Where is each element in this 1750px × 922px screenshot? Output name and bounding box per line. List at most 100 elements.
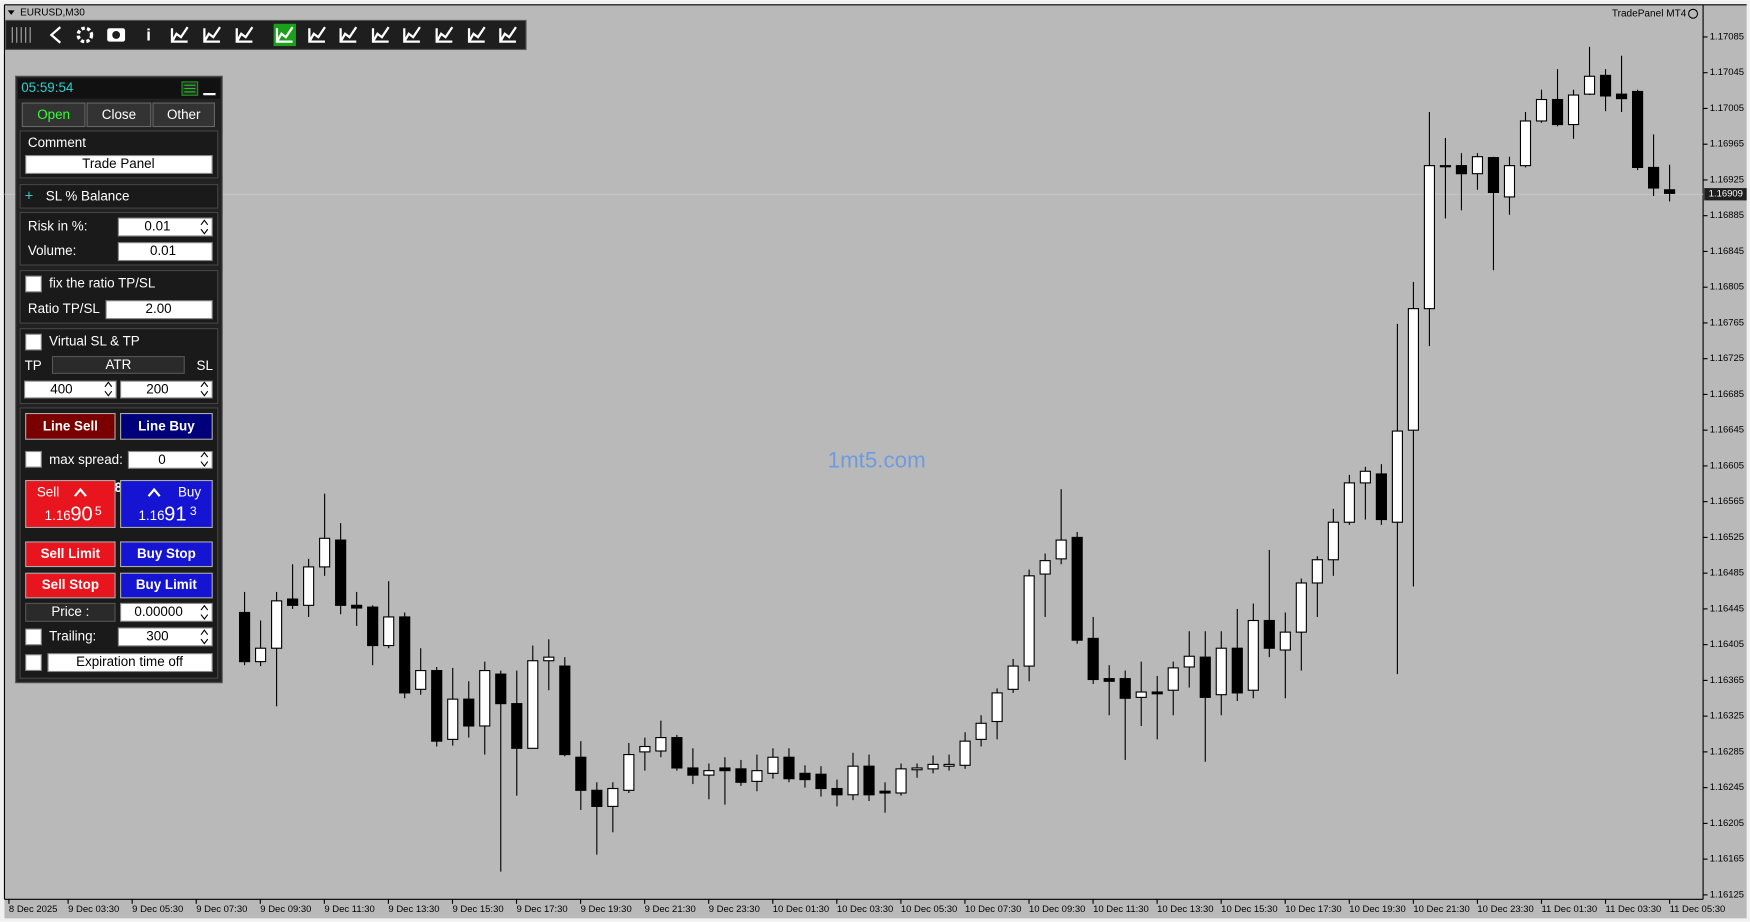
checkbox[interactable] (25, 654, 42, 671)
price-big: 90 (70, 503, 92, 525)
number-input[interactable] (120, 602, 213, 622)
toolbar-button[interactable] (170, 26, 189, 43)
button-label[interactable]: Sell Limit (41, 546, 101, 561)
number-input[interactable] (117, 217, 213, 237)
button-label[interactable]: Buy (178, 484, 201, 499)
y-tick-label: 1.16205 (1710, 818, 1744, 829)
checkbox[interactable] (25, 450, 42, 468)
sell-button[interactable] (25, 479, 116, 529)
buy-button[interactable] (120, 479, 213, 529)
spinner[interactable] (200, 219, 209, 235)
tab[interactable] (152, 102, 215, 128)
number-input[interactable] (117, 242, 213, 262)
tab-label[interactable]: Open (37, 107, 70, 122)
toolbar-button[interactable] (371, 26, 390, 43)
y-tick-label: 1.16285 (1710, 746, 1744, 757)
order-button[interactable] (25, 572, 116, 599)
label: Ratio TP/SL (28, 301, 100, 316)
toolbar-button[interactable] (235, 26, 254, 43)
y-tick-label: 1.16365 (1710, 675, 1744, 686)
checkbox[interactable] (25, 333, 42, 351)
x-tick-label: 10 Dec 15:30 (1221, 904, 1277, 915)
button-label[interactable]: Line Buy (138, 418, 195, 433)
toolbar-button[interactable] (403, 26, 421, 43)
order-button[interactable] (120, 572, 213, 599)
x-tick-label: 8 Dec 2025 (9, 904, 58, 915)
label: Comment (28, 135, 86, 150)
tab[interactable] (86, 102, 152, 128)
x-tick-label: 10 Dec 05:30 (901, 904, 957, 915)
toolbar-button[interactable] (308, 26, 326, 43)
x-tick-label: 11 Dec 05:30 (1670, 904, 1726, 915)
x-tick-label: 9 Dec 03:30 (68, 904, 119, 915)
candle-body (367, 606, 379, 647)
candle-body (351, 604, 363, 609)
label: SL % Balance (46, 188, 130, 203)
checkbox[interactable] (25, 628, 42, 646)
toolbar-button[interactable] (107, 28, 126, 42)
label: Volume: (28, 243, 76, 258)
number-input[interactable] (127, 450, 213, 469)
candle-body (911, 767, 923, 771)
button-label[interactable]: Line Sell (43, 418, 98, 433)
toolbar-button[interactable] (435, 26, 454, 43)
button-label[interactable]: Sell Stop (42, 577, 99, 592)
number-input[interactable] (105, 300, 213, 320)
number-input[interactable] (24, 380, 117, 399)
expiration-button[interactable] (47, 653, 213, 673)
candle-body (863, 765, 875, 796)
candle-body (895, 768, 907, 794)
number-input[interactable] (117, 627, 213, 647)
line-sell-button[interactable] (25, 412, 116, 440)
spinner[interactable] (200, 604, 209, 620)
y-tick-label: 1.16965 (1710, 139, 1744, 150)
number-input[interactable] (120, 380, 213, 399)
candle-body (238, 611, 251, 663)
button-label[interactable]: Sell (37, 484, 59, 499)
spinner[interactable] (104, 381, 113, 397)
order-button[interactable] (120, 541, 213, 568)
tab-label[interactable]: Close (102, 107, 136, 122)
tab[interactable] (21, 102, 86, 128)
label: Price : (51, 604, 89, 619)
y-tick-label: 1.16445 (1710, 603, 1744, 614)
toolbar-button[interactable] (339, 26, 358, 43)
candle-body (671, 737, 683, 769)
tab-label[interactable]: Other (167, 107, 201, 122)
atr-button[interactable] (51, 356, 185, 374)
toolbar-button[interactable]: i (146, 25, 151, 44)
button-label[interactable]: Buy Stop (137, 546, 196, 561)
order-button[interactable] (25, 541, 116, 568)
candle-body (1327, 521, 1339, 561)
candle-body (719, 767, 731, 772)
toolbar-button[interactable] (203, 26, 221, 43)
button-label[interactable]: Buy Limit (136, 577, 198, 592)
spinner[interactable] (200, 451, 209, 467)
toolbar-button[interactable] (275, 26, 294, 43)
text-input[interactable] (25, 155, 213, 174)
candle-body (1471, 156, 1484, 175)
toolbar-button[interactable] (467, 26, 486, 43)
y-tick-label: 1.16325 (1710, 711, 1744, 722)
clock: 05:59:54 (21, 80, 74, 95)
checkbox[interactable] (25, 275, 42, 293)
button-label[interactable]: ATR (105, 357, 131, 372)
candle-body (415, 670, 427, 690)
button-label[interactable]: Expiration time off (76, 654, 183, 669)
icon (499, 26, 517, 43)
icon (308, 26, 326, 43)
candle-body (1263, 619, 1275, 649)
icon (235, 26, 254, 43)
toolbar-button[interactable] (49, 26, 62, 44)
line-buy-button[interactable] (120, 412, 213, 440)
toolbar-button[interactable] (499, 26, 517, 43)
candle-body (799, 772, 811, 781)
y-tick-label: 1.16605 (1710, 460, 1744, 471)
spinner[interactable] (200, 381, 209, 397)
chart-background (4, 4, 1747, 919)
spinner[interactable] (200, 629, 209, 645)
candle-body (575, 756, 587, 791)
toolbar-button[interactable] (76, 26, 94, 44)
